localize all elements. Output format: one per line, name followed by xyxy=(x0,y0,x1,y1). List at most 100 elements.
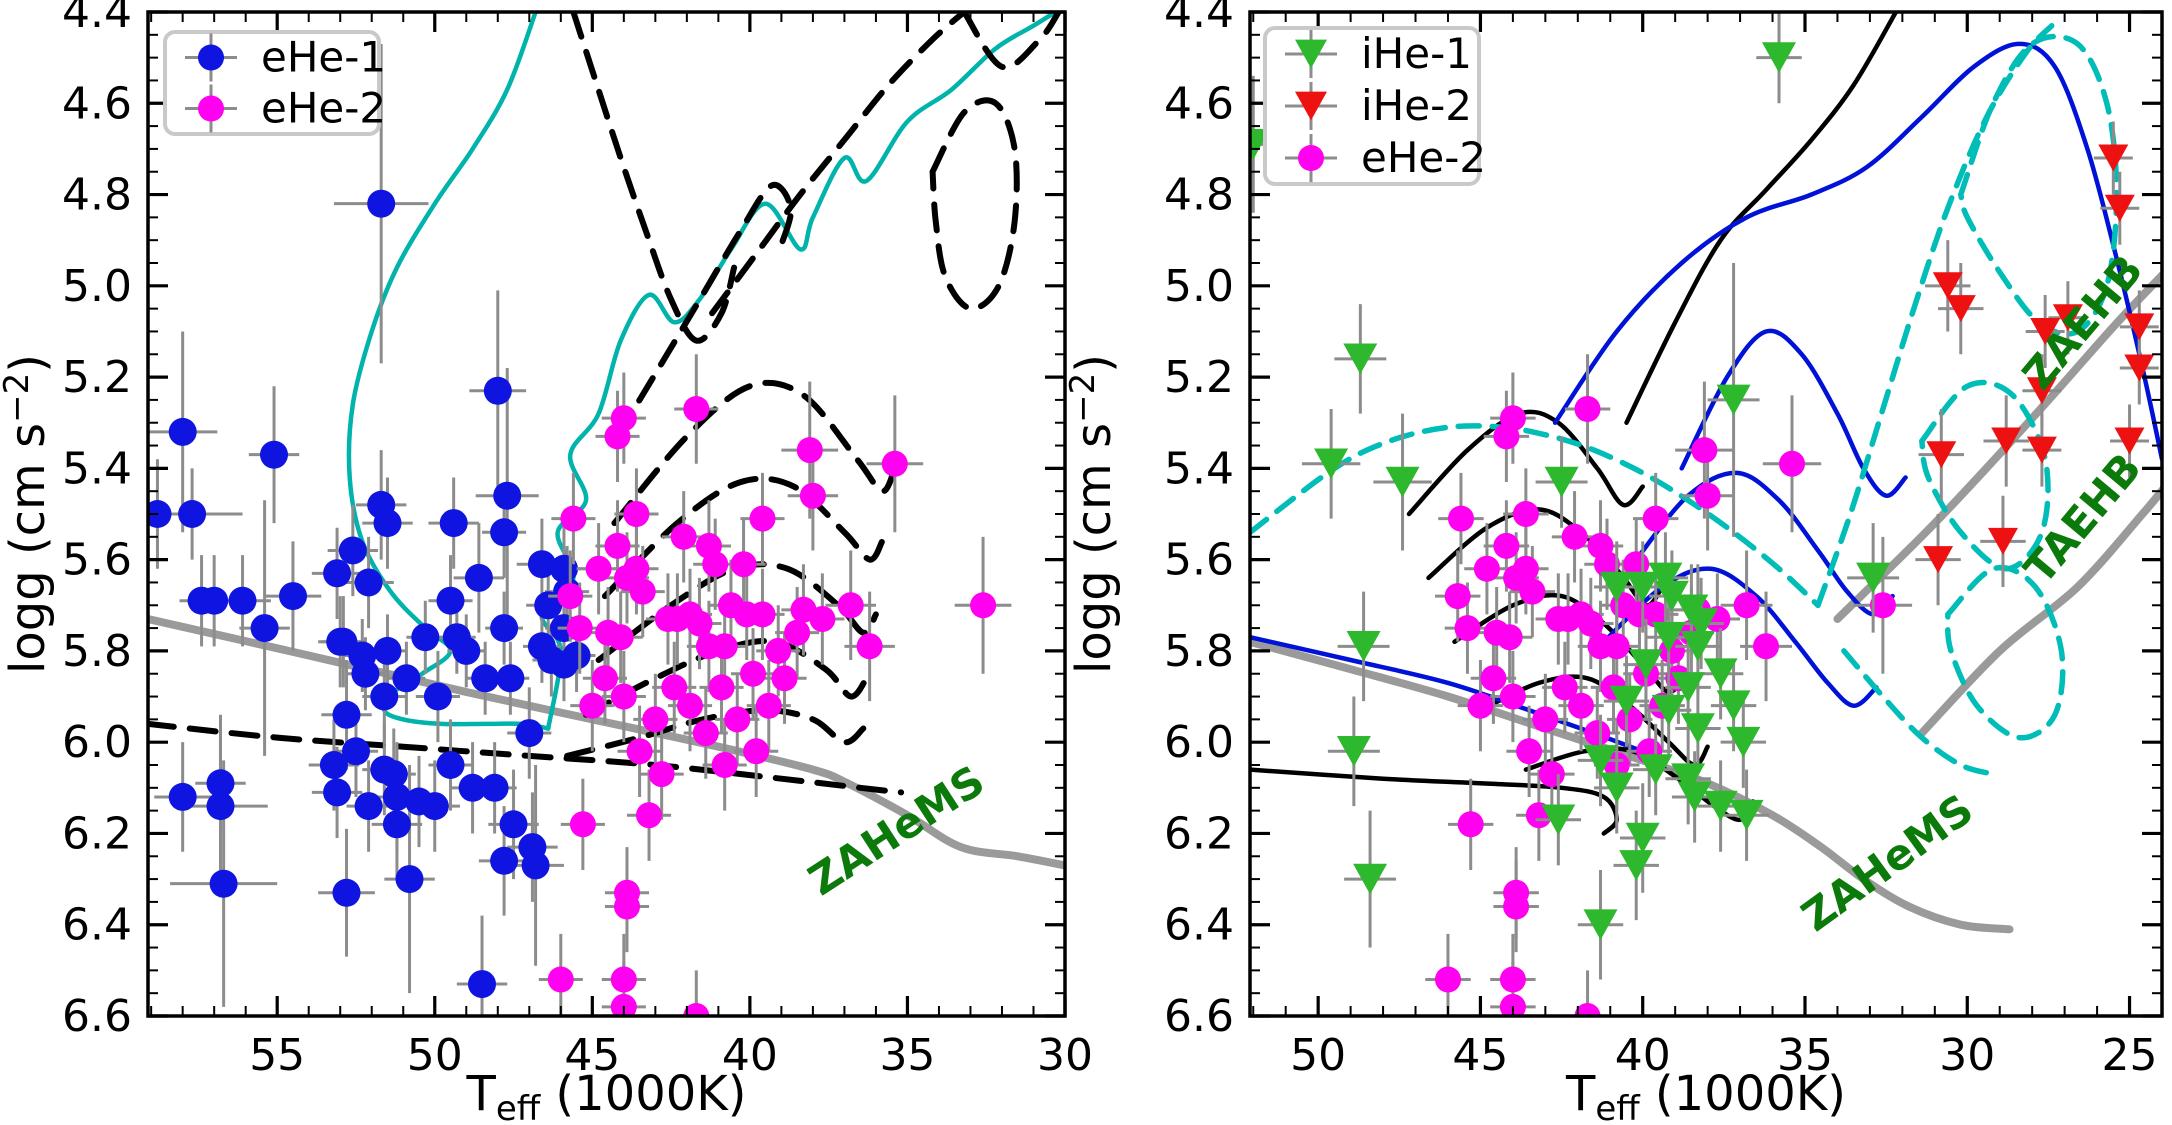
eHe-2-point xyxy=(1499,993,1526,1016)
eHe-2-point xyxy=(1473,555,1500,582)
right-xtick-label: 30 xyxy=(1939,1030,1995,1081)
eHe-2-point xyxy=(1499,966,1526,993)
track-dashed-diag xyxy=(709,12,968,317)
iHe-1-point xyxy=(1583,909,1618,940)
right-xtick-label: 35 xyxy=(1777,1030,1833,1081)
right-xtick-label: 45 xyxy=(1452,1030,1508,1081)
left-x-axis-title: Teff (1000K) xyxy=(465,1066,746,1125)
iHe-1-point xyxy=(1544,466,1579,498)
right-y-axis-title: logg (cm s−2) xyxy=(1063,354,1122,674)
eHe-2-point xyxy=(749,601,776,628)
eHe-1-point xyxy=(250,614,279,643)
eHe-1-point xyxy=(452,636,481,665)
track-blue-big xyxy=(1552,41,2162,462)
eHe-2-point xyxy=(730,551,757,578)
eHe-1-point xyxy=(332,878,361,907)
eHe-1-point xyxy=(527,550,556,579)
annotation-zahems: ZAHeMS xyxy=(1793,785,1983,941)
left-ytick-label: 5.8 xyxy=(62,626,132,677)
eHe-2-point xyxy=(1594,551,1620,578)
iHe-1-point xyxy=(1684,608,1719,639)
iHe-2-point xyxy=(2114,427,2145,455)
eHe-2-point xyxy=(1480,665,1507,692)
right-ytick-label: 4.4 xyxy=(1164,0,1234,38)
iHe-1-point xyxy=(1680,631,1715,662)
iHe-1-point xyxy=(1716,690,1751,721)
eHe-2-point xyxy=(1448,505,1474,532)
iHe-1-point xyxy=(1729,799,1764,831)
iHe-1-point xyxy=(1677,781,1712,813)
right-legend-box xyxy=(1263,26,1481,186)
eHe-2-point xyxy=(755,692,782,719)
track-dashed-fin4 xyxy=(601,475,886,600)
iHe-2-point xyxy=(1926,441,1957,469)
track-dashed-bottom xyxy=(148,720,905,796)
eHe-2-point xyxy=(1538,761,1565,788)
eHe-2-point xyxy=(749,505,776,532)
eHe-2-point xyxy=(610,993,637,1016)
eHe-2-point xyxy=(648,761,675,788)
left-ytick-label: 6.4 xyxy=(62,900,132,951)
right-legend-label-iHe-2: iHe-2 xyxy=(1361,81,1472,130)
iHe-1-point xyxy=(1541,804,1576,836)
eHe-2-point xyxy=(1457,811,1484,838)
left-xtick-label: 50 xyxy=(407,1030,463,1081)
right-ytick-label: 6.0 xyxy=(1164,717,1234,768)
eHe-2-point xyxy=(610,683,637,710)
track-dashed-top xyxy=(570,12,738,344)
iHe-1-point xyxy=(1599,772,1634,804)
eHe-2-point xyxy=(1616,706,1643,733)
eHe-2-point xyxy=(1561,523,1588,550)
iHe-1-point xyxy=(1629,649,1663,680)
eHe-2-point xyxy=(670,523,697,550)
eHe-1-point xyxy=(367,189,396,218)
eHe-2-point xyxy=(557,583,584,610)
track-cyan-dash-long xyxy=(1250,423,1821,609)
right-ytick-label: 5.2 xyxy=(1164,352,1234,403)
iHe-2-series xyxy=(1923,144,2155,574)
iHe-2-point xyxy=(2104,194,2135,222)
eHe-2-point xyxy=(1642,505,1669,532)
eHe-1-point xyxy=(178,500,207,528)
eHe-1-point xyxy=(342,737,370,766)
iHe-2-point xyxy=(2124,313,2155,341)
eHe-1-point xyxy=(168,417,197,446)
eHe-1-point xyxy=(490,518,519,547)
eHe-2-point xyxy=(585,555,612,582)
left-ytick-label: 5.4 xyxy=(62,443,132,494)
eHe-2-point xyxy=(1584,720,1611,747)
eHe-1-point xyxy=(323,559,352,588)
track-cyan-dash-loop-low xyxy=(1944,564,2066,741)
eHe-2-point xyxy=(1568,692,1594,719)
eHe-2-point xyxy=(1574,1003,1601,1016)
eHe-2-point xyxy=(642,706,669,733)
eHe-2-point xyxy=(809,606,836,632)
right-ytick-label: 5.8 xyxy=(1164,626,1234,677)
eHe-2-point xyxy=(1551,674,1578,701)
eHe-2-point xyxy=(1869,592,1896,619)
left-legend-label-eHe-1: eHe-1 xyxy=(261,33,386,82)
right-xtick-label: 40 xyxy=(1615,1030,1671,1081)
eHe-2-point xyxy=(708,674,735,701)
left-axes-frame xyxy=(146,10,1067,1018)
left-ytick-label: 5.2 xyxy=(62,352,132,403)
eHe-2-point xyxy=(547,966,574,993)
eHe-2-point xyxy=(837,592,864,619)
track-dashed-loop xyxy=(929,97,1020,312)
eHe-1-point xyxy=(382,782,411,811)
eHe-1-point xyxy=(228,586,257,615)
right-ytick-label: 4.6 xyxy=(1164,78,1234,129)
left-xtick-label: 35 xyxy=(879,1030,935,1081)
iHe-1-series xyxy=(1250,42,1891,940)
left-legend-eHe-2-point xyxy=(198,95,224,122)
left-xtick-label: 45 xyxy=(564,1030,620,1081)
iHe-1-point xyxy=(1599,571,1634,603)
left-xtick-label: 55 xyxy=(249,1030,305,1081)
track-dashed-fin1 xyxy=(564,707,867,759)
right-legend-iHe-2-point xyxy=(1295,91,1327,121)
iHe-1-point xyxy=(1651,694,1686,726)
left-ytick-label: 6.0 xyxy=(62,717,132,768)
